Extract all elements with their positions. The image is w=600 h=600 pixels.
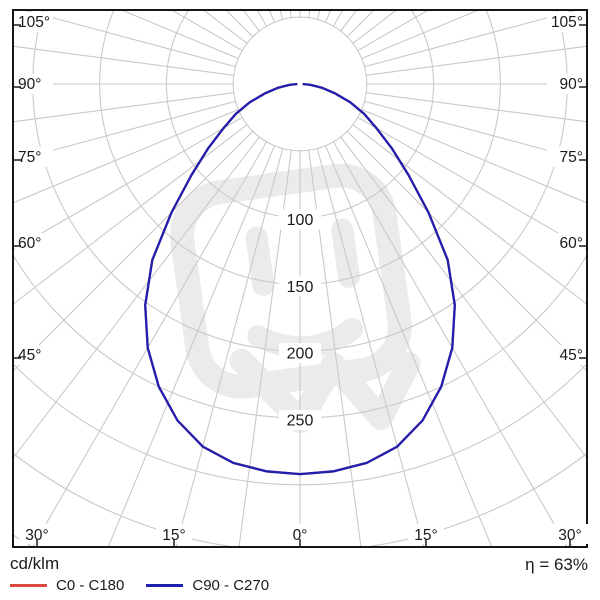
svg-text:75°: 75° [18, 149, 41, 166]
curve-C90-C270 [144, 82, 456, 476]
svg-text:75°: 75° [560, 149, 583, 166]
legend-item-c0-c180: C0 - C180 [10, 577, 124, 594]
svg-text:250: 250 [287, 413, 314, 430]
svg-text:105°: 105° [551, 14, 583, 31]
ring-value-labels: 100 150 200 250 [279, 209, 321, 430]
legend: C0 - C180 C90 - C270 [10, 577, 291, 594]
c90-c270-line-swatch [146, 584, 184, 587]
svg-text:30°: 30° [558, 527, 581, 544]
angle-labels: 105° 90° 75° 60° 45° 105° 90° 75° 60° 45° 30° 15° 0°… [14, 12, 588, 546]
svg-text:30°: 30° [25, 527, 48, 544]
plot-border [12, 9, 588, 548]
svg-text:60°: 60° [18, 235, 41, 252]
svg-text:105°: 105° [18, 14, 50, 31]
svg-text:90°: 90° [18, 76, 41, 93]
legend-item-c90-c270: C90 - C270 [146, 577, 269, 594]
legend-label-c0-c180: C0 - C180 [56, 577, 125, 594]
legend-label-c90-c270: C90 - C270 [192, 577, 270, 594]
svg-text:15°: 15° [414, 527, 437, 544]
svg-text:60°: 60° [560, 235, 583, 252]
plug-logo-watermark [170, 163, 421, 434]
unit-label: cd/klm [10, 554, 60, 573]
svg-text:45°: 45° [18, 347, 41, 364]
svg-text:0°: 0° [293, 527, 308, 544]
svg-text:150: 150 [287, 279, 314, 296]
svg-text:200: 200 [287, 346, 314, 363]
svg-text:15°: 15° [162, 527, 185, 544]
svg-text:45°: 45° [560, 347, 583, 364]
svg-text:100: 100 [287, 212, 314, 229]
svg-text:90°: 90° [560, 76, 583, 93]
c0-c180-line-swatch [10, 584, 47, 587]
efficiency-label: η = 63% [525, 555, 588, 574]
